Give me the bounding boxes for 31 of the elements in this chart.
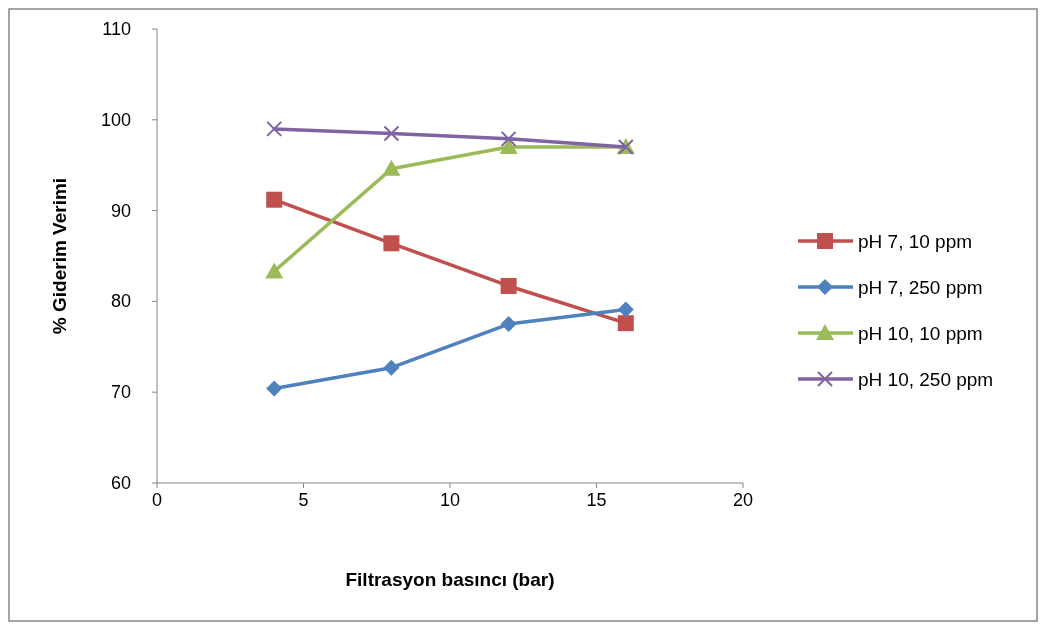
y-axis-title: % Giderim Verimi bbox=[49, 177, 70, 335]
point bbox=[383, 125, 400, 142]
point bbox=[266, 120, 283, 137]
legend-label: pH 10, 10 ppm bbox=[858, 323, 983, 344]
point bbox=[499, 138, 518, 155]
x-tick-label: 20 bbox=[732, 490, 754, 510]
y-tick-label: 90 bbox=[110, 200, 131, 221]
y-tick-label: 80 bbox=[110, 291, 131, 312]
point bbox=[383, 235, 400, 252]
x-tick-label: 0 bbox=[151, 490, 163, 510]
y-tick-label: 70 bbox=[110, 382, 131, 403]
point bbox=[266, 380, 283, 397]
point bbox=[500, 316, 517, 333]
point bbox=[382, 159, 401, 176]
x-tick-label: 5 bbox=[298, 490, 309, 510]
point bbox=[383, 359, 400, 376]
point bbox=[266, 191, 283, 208]
y-tick-label: 60 bbox=[110, 473, 131, 493]
x-axis-title: Filtrasyon basıncı (bar) bbox=[345, 569, 555, 590]
legend-label: pH 10, 250 ppm bbox=[858, 369, 994, 390]
y-tick-label: 110 bbox=[102, 19, 131, 39]
x-tick-label: 10 bbox=[439, 490, 461, 510]
legend-label: pH 7, 10 ppm bbox=[858, 231, 973, 252]
point bbox=[617, 315, 634, 332]
x-tick-label: 15 bbox=[586, 490, 607, 510]
point bbox=[617, 301, 634, 318]
legend-label: pH 7, 250 ppm bbox=[858, 277, 983, 298]
point bbox=[500, 277, 517, 294]
y-tick-label: 100 bbox=[100, 109, 131, 130]
point bbox=[500, 130, 517, 147]
point bbox=[265, 262, 284, 279]
